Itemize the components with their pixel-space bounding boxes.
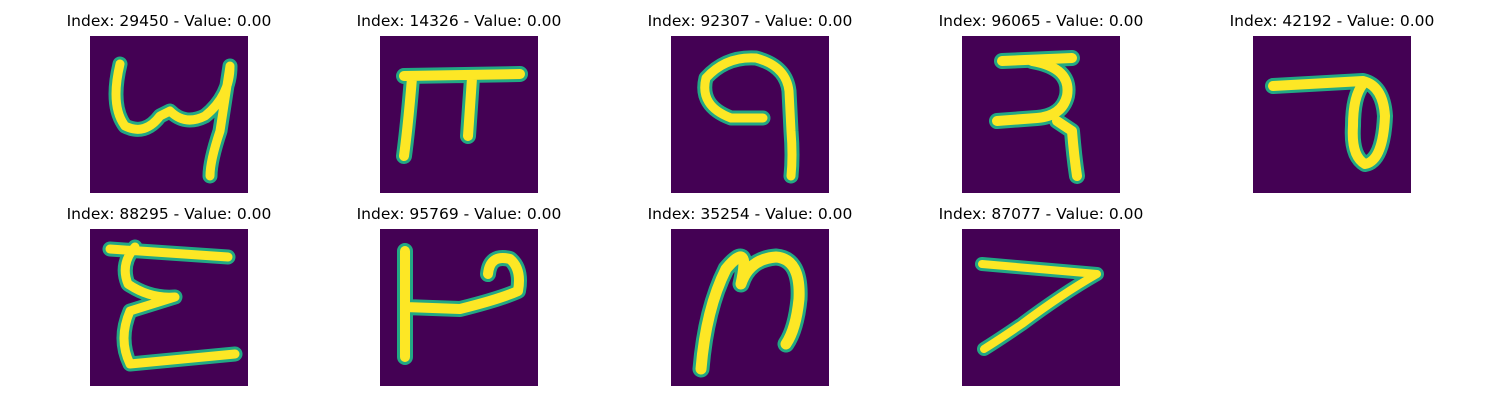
panel-title: Index: 87077 - Value: 0.00 <box>891 205 1191 223</box>
panel-title: Index: 92307 - Value: 0.00 <box>600 12 900 30</box>
panel-title: Index: 95769 - Value: 0.00 <box>309 205 609 223</box>
panel-title: Index: 42192 - Value: 0.00 <box>1182 12 1482 30</box>
handwritten-glyph-image <box>90 36 248 193</box>
panel-title: Index: 88295 - Value: 0.00 <box>19 205 319 223</box>
handwritten-glyph-image <box>90 229 248 386</box>
panel-title: Index: 35254 - Value: 0.00 <box>600 205 900 223</box>
handwritten-glyph-image <box>380 229 538 386</box>
handwritten-glyph-image <box>380 36 538 193</box>
panel-title: Index: 14326 - Value: 0.00 <box>309 12 609 30</box>
panel-title: Index: 29450 - Value: 0.00 <box>19 12 319 30</box>
panel-title: Index: 96065 - Value: 0.00 <box>891 12 1191 30</box>
handwritten-glyph-image <box>671 229 829 386</box>
handwritten-glyph-image <box>1253 36 1411 193</box>
handwritten-glyph-image <box>671 36 829 193</box>
handwritten-glyph-image <box>962 36 1120 193</box>
handwritten-glyph-image <box>962 229 1120 386</box>
